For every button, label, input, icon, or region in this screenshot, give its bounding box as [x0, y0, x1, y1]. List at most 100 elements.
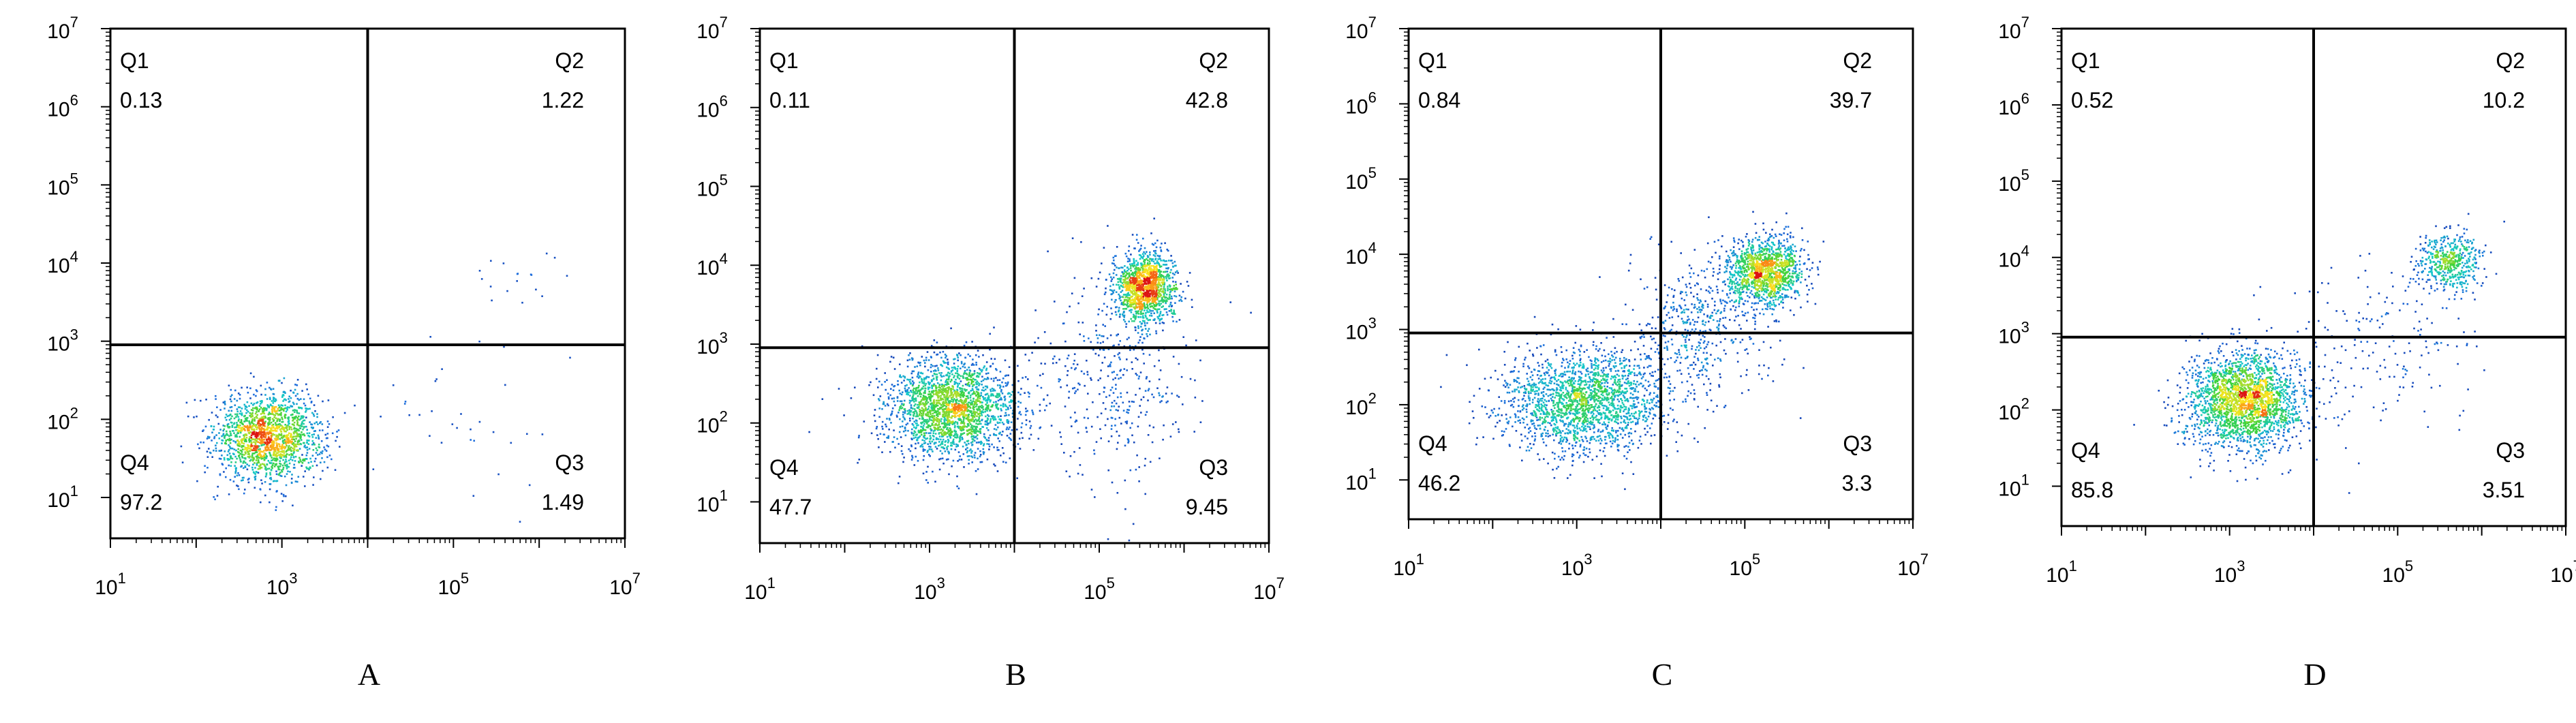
event-point — [272, 420, 275, 422]
event-point — [1134, 272, 1136, 274]
event-point — [307, 407, 309, 410]
event-point — [909, 395, 911, 397]
event-point — [1135, 345, 1137, 348]
event-point — [1102, 341, 1104, 343]
event-point — [254, 449, 256, 451]
event-point — [968, 371, 970, 374]
event-point — [266, 429, 269, 431]
event-point — [280, 407, 283, 409]
event-point — [936, 402, 938, 404]
event-point — [1127, 283, 1129, 285]
event-point — [253, 438, 255, 440]
event-point — [1140, 256, 1143, 258]
event-point — [949, 395, 951, 397]
event-point — [972, 412, 975, 414]
event-point — [929, 437, 932, 440]
event-point — [246, 420, 248, 422]
event-point — [959, 388, 962, 390]
event-point — [516, 280, 518, 282]
event-point — [913, 426, 915, 429]
event-point — [951, 431, 953, 433]
event-point — [231, 415, 233, 418]
event-point — [976, 426, 979, 428]
event-point — [1165, 275, 1167, 278]
event-point — [921, 407, 923, 409]
event-point — [273, 443, 275, 446]
event-point — [286, 473, 288, 475]
event-point — [878, 446, 880, 448]
event-point — [1161, 396, 1163, 398]
event-point — [970, 420, 973, 422]
event-point — [942, 403, 945, 406]
event-point — [1018, 412, 1020, 414]
event-point — [1180, 298, 1182, 301]
event-point — [317, 434, 320, 437]
event-point — [292, 413, 294, 416]
event-point — [942, 413, 944, 416]
event-point — [967, 353, 970, 356]
event-point — [244, 407, 247, 410]
event-point — [311, 436, 314, 438]
event-point — [236, 432, 239, 435]
event-point — [925, 401, 927, 403]
event-point — [1161, 298, 1163, 301]
event-point — [1126, 296, 1129, 299]
event-point — [978, 441, 980, 444]
event-point — [1100, 437, 1102, 440]
event-point — [1151, 305, 1153, 307]
event-point — [915, 427, 917, 429]
event-point — [1117, 333, 1119, 335]
event-point — [301, 433, 304, 436]
event-point — [1007, 408, 1009, 410]
event-point — [898, 443, 900, 445]
event-point — [290, 426, 292, 429]
event-point — [271, 446, 273, 448]
event-point — [906, 388, 908, 391]
event-point — [1124, 282, 1126, 284]
event-point — [978, 367, 981, 370]
event-point — [966, 447, 968, 449]
event-point — [302, 415, 304, 417]
event-point — [269, 454, 272, 457]
event-point — [932, 384, 935, 387]
event-point — [294, 431, 297, 433]
event-point — [940, 379, 942, 382]
event-point — [970, 414, 972, 417]
event-point — [325, 437, 328, 440]
event-point — [1156, 260, 1159, 262]
event-point — [1120, 277, 1122, 279]
event-point — [1144, 414, 1147, 416]
event-point — [950, 400, 952, 403]
event-point — [264, 429, 267, 431]
event-point — [260, 413, 262, 415]
event-point — [854, 386, 856, 388]
event-point — [1156, 292, 1159, 294]
event-point — [246, 450, 249, 453]
event-point — [916, 414, 918, 416]
event-point — [1144, 307, 1146, 309]
event-point — [228, 493, 230, 495]
event-point — [266, 382, 269, 384]
event-point — [942, 350, 945, 353]
event-point — [1105, 396, 1107, 398]
event-point — [248, 439, 250, 442]
event-point — [526, 433, 528, 435]
event-point — [236, 429, 239, 431]
event-point — [972, 393, 975, 395]
event-point — [274, 437, 277, 440]
event-point — [1158, 349, 1160, 352]
event-point — [963, 392, 965, 394]
event-point — [1129, 469, 1132, 472]
y-tick-label: 106 — [47, 92, 78, 121]
event-point — [1009, 457, 1011, 459]
event-point — [1060, 435, 1062, 438]
event-point — [264, 434, 267, 436]
event-point — [1144, 261, 1146, 264]
event-point — [1154, 258, 1157, 260]
event-point — [934, 480, 936, 483]
event-point — [1193, 431, 1195, 433]
event-point — [1161, 290, 1163, 293]
event-point — [1037, 437, 1040, 440]
event-point — [224, 435, 226, 437]
event-point — [1077, 321, 1080, 324]
